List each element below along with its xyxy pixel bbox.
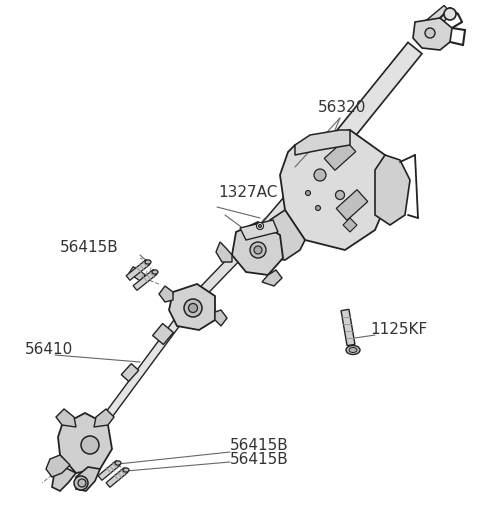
Polygon shape — [240, 220, 278, 240]
Ellipse shape — [74, 476, 88, 490]
Polygon shape — [280, 130, 390, 250]
Polygon shape — [126, 260, 150, 280]
Polygon shape — [106, 468, 128, 487]
Polygon shape — [262, 270, 282, 286]
Polygon shape — [129, 267, 145, 281]
Ellipse shape — [152, 270, 158, 274]
Polygon shape — [341, 309, 355, 346]
Ellipse shape — [189, 304, 197, 312]
Ellipse shape — [250, 242, 266, 258]
Polygon shape — [413, 18, 452, 50]
Polygon shape — [52, 467, 76, 491]
Ellipse shape — [346, 346, 360, 355]
Ellipse shape — [314, 169, 326, 181]
Polygon shape — [215, 310, 227, 326]
Polygon shape — [56, 409, 76, 427]
Polygon shape — [311, 42, 422, 174]
Polygon shape — [216, 242, 232, 262]
Polygon shape — [94, 409, 114, 427]
Polygon shape — [260, 164, 324, 235]
Ellipse shape — [256, 222, 264, 229]
Text: 1327AC: 1327AC — [218, 185, 277, 200]
Ellipse shape — [115, 461, 121, 465]
Bar — [324, 140, 356, 170]
Text: 56415B: 56415B — [230, 452, 289, 468]
Polygon shape — [153, 323, 173, 345]
Ellipse shape — [145, 260, 151, 264]
Polygon shape — [375, 155, 410, 225]
Polygon shape — [76, 467, 100, 491]
Ellipse shape — [78, 479, 86, 487]
Bar — [336, 190, 368, 220]
Polygon shape — [232, 222, 283, 275]
Polygon shape — [295, 130, 350, 155]
Polygon shape — [98, 461, 120, 480]
Text: 56415B: 56415B — [60, 240, 119, 256]
Polygon shape — [169, 284, 215, 330]
Ellipse shape — [315, 206, 321, 210]
Ellipse shape — [81, 436, 99, 454]
Polygon shape — [133, 270, 157, 290]
Ellipse shape — [444, 8, 456, 20]
Polygon shape — [121, 363, 139, 381]
Ellipse shape — [425, 28, 435, 38]
Polygon shape — [426, 5, 452, 29]
Polygon shape — [102, 302, 193, 422]
Text: 56415B: 56415B — [230, 438, 289, 452]
Polygon shape — [58, 413, 112, 473]
Text: 56320: 56320 — [318, 100, 366, 115]
Polygon shape — [46, 455, 70, 477]
Text: 1125KF: 1125KF — [370, 322, 427, 338]
Ellipse shape — [259, 225, 262, 228]
Ellipse shape — [123, 468, 129, 472]
Ellipse shape — [184, 299, 202, 317]
Text: 56410: 56410 — [25, 342, 73, 358]
Ellipse shape — [305, 190, 311, 196]
Polygon shape — [262, 210, 305, 260]
Polygon shape — [181, 251, 241, 313]
Ellipse shape — [336, 190, 345, 199]
Polygon shape — [343, 218, 357, 232]
Polygon shape — [159, 286, 173, 302]
Ellipse shape — [254, 246, 262, 254]
Ellipse shape — [349, 348, 357, 352]
